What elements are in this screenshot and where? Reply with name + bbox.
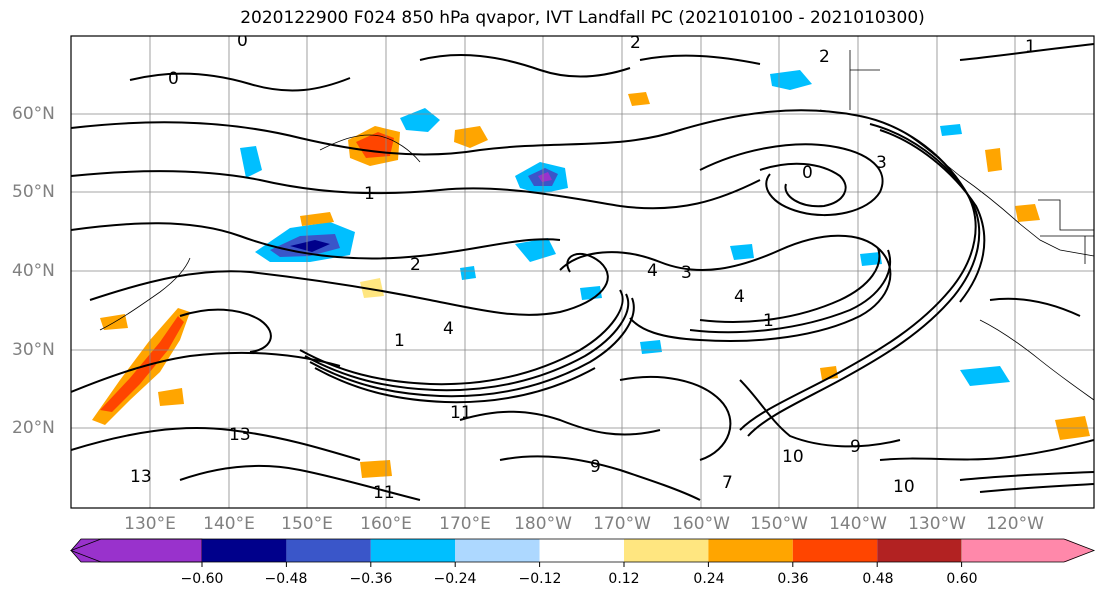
lon-label: 130°E <box>124 514 176 534</box>
colorbar-segment <box>202 539 287 562</box>
colorbar-segment <box>286 539 371 562</box>
contour-label: 1 <box>364 184 375 204</box>
lat-label-30n: 30°N <box>12 340 55 360</box>
lon-label: 170°E <box>439 514 491 534</box>
colorbar <box>69 538 1096 567</box>
lon-label: 180°W <box>514 514 572 534</box>
lon-label: 140°W <box>829 514 887 534</box>
contour-label: 2 <box>410 255 421 275</box>
colorbar-tick-label: −0.24 <box>433 571 477 587</box>
colorbar-segment <box>539 539 624 562</box>
colorbar-tick-label: −0.60 <box>180 571 224 587</box>
lat-label-60n: 60°N <box>12 104 55 124</box>
very-strong-negative-patch <box>290 240 330 252</box>
lat-label-40n: 40°N <box>12 261 55 281</box>
contour-label: 13 <box>130 467 152 487</box>
contour-label: 3 <box>876 153 887 173</box>
contour-label: 10 <box>782 447 804 467</box>
colorbar-outline <box>69 538 1096 563</box>
contour-label: 1 <box>1025 37 1036 57</box>
contour-label: 4 <box>647 261 658 281</box>
coastlines <box>99 50 1094 401</box>
colorbar-tick-label: −0.48 <box>264 571 308 587</box>
colorbar-tick-label: −0.36 <box>349 571 393 587</box>
colorbar-tick-label: 0.36 <box>777 571 809 587</box>
colorbar-tick-label: 0.12 <box>608 571 640 587</box>
contour-label: 0 <box>802 163 813 183</box>
contour-label: 7 <box>722 473 733 493</box>
lon-label: 140°E <box>203 514 255 534</box>
lon-label: 150°W <box>750 514 808 534</box>
lon-label: 160°E <box>360 514 412 534</box>
map-frame <box>70 35 1095 509</box>
lon-label: 120°W <box>986 514 1044 534</box>
contour-label: 9 <box>850 437 861 457</box>
contour-label: 2 <box>819 47 830 67</box>
colorbar-tick-label: 0.24 <box>693 571 725 587</box>
contour-label: 11 <box>450 403 472 423</box>
contour-label: 11 <box>373 483 395 503</box>
contour-labels: 0 0 1 2 2 2 3 3 4 4 4 1 1 0 9 10 10 11 1… <box>130 31 1036 503</box>
colorbar-segment <box>708 539 793 562</box>
colorbar-segment <box>962 539 1094 562</box>
lat-label-20n: 20°N <box>12 418 55 438</box>
lat-label-50n: 50°N <box>12 182 55 202</box>
contour-label: 0 <box>237 31 248 51</box>
ivt-contours <box>71 43 1094 501</box>
colorbar-tick-label: 0.48 <box>862 571 894 587</box>
map-area: 0 0 1 2 2 2 3 3 4 4 4 1 1 0 9 10 10 11 1… <box>71 31 1094 508</box>
shading-patches <box>92 70 1090 478</box>
strong-positive-patch <box>100 316 184 412</box>
colorbar-tick-label: 0.60 <box>946 571 978 587</box>
contour-label: 1 <box>394 331 405 351</box>
contour-label: 1 <box>763 311 774 331</box>
contour-label: 0 <box>168 69 179 89</box>
contour-label: 3 <box>681 263 692 283</box>
contour-label: 9 <box>590 457 601 477</box>
contour-label: 10 <box>893 477 915 497</box>
lon-label: 130°W <box>908 514 966 534</box>
colorbar-segment <box>70 538 203 563</box>
lon-label: 170°W <box>593 514 651 534</box>
colorbar-tick-label: −0.12 <box>518 571 562 587</box>
contour-label: 4 <box>443 319 454 339</box>
contour-label: 4 <box>734 287 745 307</box>
colorbar-segment <box>370 539 456 562</box>
colorbar-segment <box>792 539 878 562</box>
contour-label: 13 <box>229 425 251 445</box>
colorbar-segment <box>877 539 962 562</box>
lon-label: 150°E <box>281 514 333 534</box>
contour-label: 2 <box>630 33 641 53</box>
lon-label: 160°W <box>672 514 730 534</box>
map-title: 2020122900 F024 850 hPa qvapor, IVT Land… <box>240 8 925 28</box>
colorbar-segment <box>624 539 709 562</box>
colorbar-segment <box>455 539 540 562</box>
